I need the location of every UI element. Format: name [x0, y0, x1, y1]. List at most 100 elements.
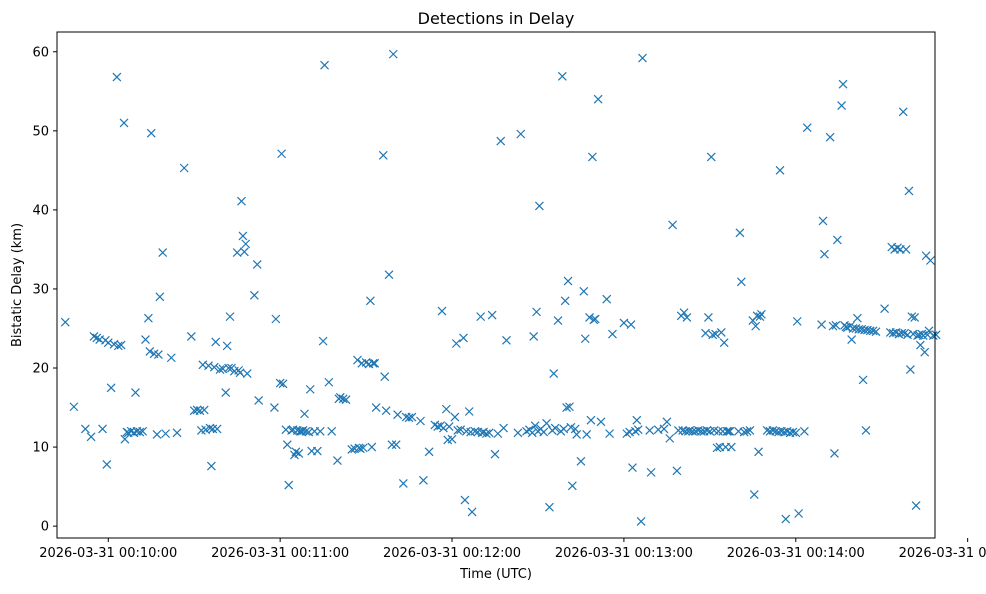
data-point [204, 361, 213, 371]
data-point [284, 480, 294, 490]
data-point [570, 424, 580, 434]
data-points [60, 49, 941, 526]
data-point [775, 165, 785, 175]
data-point [502, 335, 511, 345]
data-point [222, 341, 232, 351]
data-point [703, 312, 713, 322]
data-point [341, 395, 351, 405]
data-point [830, 448, 839, 458]
data-point [424, 447, 434, 457]
data-point [112, 72, 122, 82]
data-point [476, 312, 486, 322]
data-point [166, 353, 176, 363]
data-point [893, 243, 902, 253]
data-point [726, 442, 736, 452]
data-point [549, 369, 559, 378]
data-point [254, 396, 264, 405]
data-point [755, 312, 765, 322]
data-point [794, 509, 804, 518]
data-point [925, 256, 935, 265]
data-point [852, 313, 862, 323]
data-point [791, 428, 801, 438]
data-point [404, 413, 414, 423]
data-point [739, 427, 749, 437]
plot-frame [56, 31, 936, 539]
data-point [818, 216, 828, 226]
data-point [527, 428, 537, 438]
data-point [516, 129, 526, 139]
data-point [931, 330, 941, 340]
data-point [745, 426, 755, 435]
data-point [602, 294, 612, 304]
data-point [871, 327, 881, 337]
data-point [353, 355, 362, 365]
x-tick-label: 2026-03-31 00:11:00 [211, 546, 349, 561]
data-point [754, 447, 763, 457]
data-point [407, 412, 417, 422]
data-point [701, 328, 710, 338]
data-point [832, 235, 842, 245]
data-point [467, 507, 477, 517]
data-point [799, 426, 809, 436]
data-point [632, 415, 642, 425]
data-point [751, 321, 761, 331]
y-axis: 0 10 20 30 40 50 60 [32, 45, 57, 535]
data-point [557, 71, 567, 81]
data-point [534, 201, 544, 211]
data-point [232, 248, 242, 258]
data-point [915, 340, 925, 350]
data-point [206, 461, 216, 471]
data-point [120, 434, 130, 444]
data-point [736, 277, 746, 287]
data-point [897, 328, 907, 338]
y-tick-label: 10 [32, 441, 49, 456]
data-point [211, 337, 221, 347]
data-point [513, 428, 523, 438]
data-point [368, 358, 378, 368]
data-point [277, 149, 287, 159]
data-point [576, 456, 586, 466]
data-point [633, 425, 643, 435]
data-point [781, 514, 791, 524]
data-point [768, 426, 778, 435]
data-point [355, 444, 365, 454]
data-point [234, 365, 244, 375]
data-point [155, 292, 165, 302]
data-point [487, 310, 497, 320]
data-point [89, 331, 99, 341]
data-point [80, 424, 90, 434]
x-tick-label: 2026-03-31 00:10:00 [39, 546, 177, 561]
data-point [238, 231, 248, 241]
data-point [361, 358, 371, 367]
x-axis-label: Time (UTC) [459, 567, 532, 582]
y-tick-label: 50 [32, 124, 49, 139]
data-point [312, 446, 322, 456]
data-point [269, 403, 279, 412]
data-point [106, 383, 116, 393]
data-point [179, 163, 189, 173]
data-point [205, 423, 215, 433]
data-point [628, 463, 637, 473]
data-point [559, 424, 569, 434]
data-point [335, 392, 345, 402]
data-point [221, 388, 231, 397]
data-point [484, 428, 494, 438]
x-tick-label: 2026-03-31 00:14:00 [727, 546, 865, 561]
data-point [381, 406, 391, 416]
data-point [522, 426, 531, 436]
data-point [831, 320, 841, 330]
data-point [756, 309, 766, 319]
data-point [237, 196, 246, 206]
data-point [320, 60, 329, 70]
data-point [102, 460, 112, 469]
data-point [605, 429, 615, 439]
data-point [365, 296, 375, 306]
data-point [271, 314, 281, 324]
data-point [249, 290, 259, 300]
data-point [315, 426, 325, 436]
data-point [92, 333, 102, 343]
data-point [702, 426, 712, 435]
data-point [572, 430, 582, 439]
